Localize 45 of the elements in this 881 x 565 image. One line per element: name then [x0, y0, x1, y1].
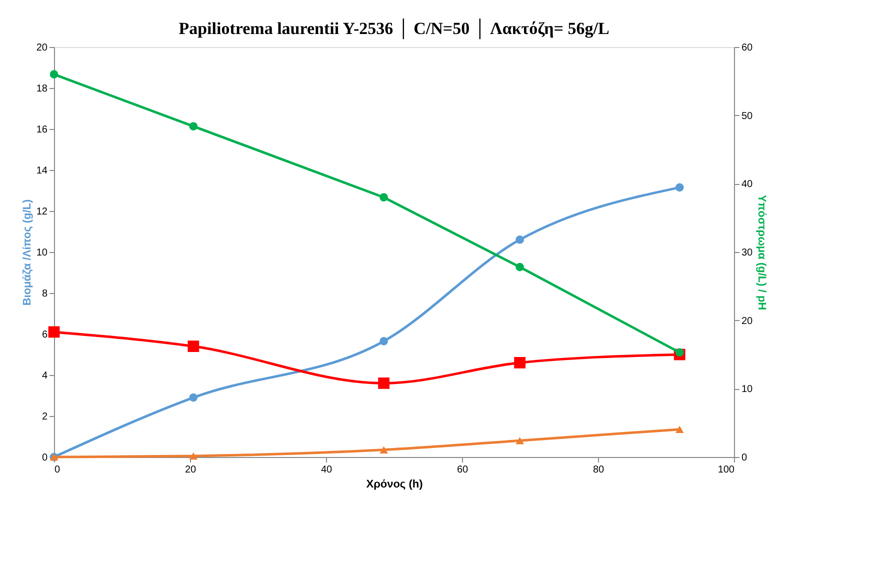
x-tick-label: 100: [718, 464, 735, 476]
point: [378, 378, 390, 389]
y-tick-label: 18: [36, 84, 48, 94]
point: [189, 122, 198, 130]
x-tick-label: 0: [54, 464, 60, 476]
y-axis-title: Βιομάζα /Λίπος (g/L): [21, 198, 34, 306]
point: [188, 340, 200, 352]
y-tick-label: 20: [36, 42, 48, 54]
point: [189, 393, 198, 402]
point: [675, 348, 684, 357]
y-tick-label: 0: [42, 452, 48, 464]
point: [675, 183, 684, 192]
point: [516, 436, 524, 444]
y-tick-label: 10: [36, 248, 48, 258]
point: [50, 70, 58, 79]
y-tick-label: 16: [36, 124, 48, 136]
y2-tick-label: 10: [742, 384, 754, 396]
point: [514, 357, 526, 368]
y-tick-label: 6: [42, 330, 48, 340]
y2-tick-label: 0: [742, 452, 748, 464]
point: [516, 236, 524, 244]
y2-tick-label: 50: [742, 110, 754, 122]
y2-tick-label: 20: [742, 316, 754, 327]
point: [380, 446, 388, 454]
y-tick-label: 14: [36, 166, 48, 176]
y-tick-label: 8: [42, 288, 48, 300]
chart-title: Papiliotrema laurentii Y-2536 │ C/N=50 │ Λακτόζη= 56g/L: [178, 18, 610, 40]
x-tick-label: 80: [592, 464, 604, 476]
y2-tick-label: 30: [742, 248, 754, 258]
x-tick-label: 60: [456, 464, 468, 476]
point: [380, 337, 388, 346]
point: [48, 326, 60, 338]
x-tick-label: 20: [184, 464, 196, 476]
y-tick-label: 12: [36, 206, 48, 218]
point: [516, 262, 524, 272]
x-tick-label: 40: [320, 464, 332, 476]
point: [380, 193, 388, 202]
x-axis-title: Χρόνος (h): [366, 478, 424, 490]
y2-tick-label: 60: [742, 42, 754, 54]
y2-tick-label: 40: [742, 179, 754, 190]
point: [675, 426, 684, 433]
y-tick-label: 2: [42, 412, 48, 422]
point: [189, 452, 198, 460]
y2-axis-title: Υπόστρωμα (g/L) / pH: [756, 194, 768, 310]
y-tick-label: 4: [42, 370, 48, 382]
